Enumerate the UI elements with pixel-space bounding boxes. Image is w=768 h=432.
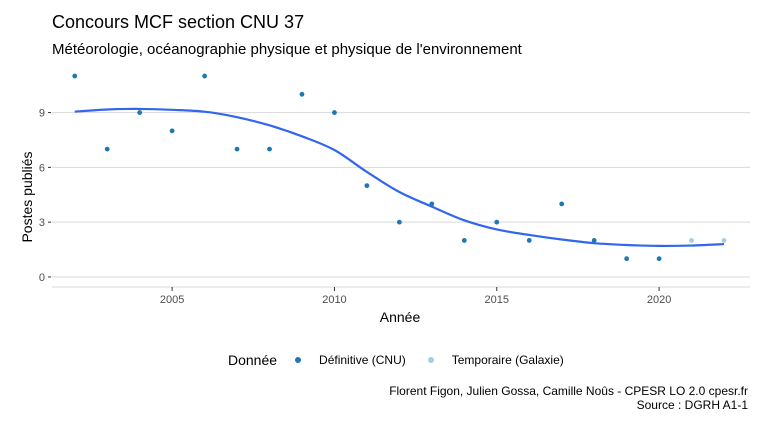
smooth-trend-line (74, 107, 725, 248)
point-definitive-2012 (396, 219, 402, 225)
point-definitive-2007 (234, 146, 240, 152)
caption: Florent Figon, Julien Gossa, Camille Noû… (389, 384, 748, 412)
legend-label-temporaire: Temporaire (Galaxie) (451, 353, 564, 367)
point-definitive-2008 (267, 146, 272, 152)
point-temporaire-2022 (721, 238, 727, 243)
chart-subtitle: Météorologie, océanographie physique et … (52, 41, 522, 58)
point-definitive-2013 (429, 201, 435, 207)
point-definitive-2010 (332, 110, 337, 115)
point-temporaire-2021 (689, 238, 694, 243)
legend-item-temporaire: Temporaire (Galaxie) (424, 353, 564, 367)
y-tick-label-0: 0 (39, 272, 45, 284)
x-tick-label-3: 2020 (647, 294, 671, 306)
caption-credits: Florent Figon, Julien Gossa, Camille Noû… (389, 384, 748, 398)
legend-key-temporaire (427, 357, 434, 363)
legend-label-definitive: Définitive (CNU) (319, 353, 406, 367)
point-definitive-2002 (72, 73, 78, 79)
legend-key-definitive (295, 357, 302, 363)
x-tick-label-0: 2005 (160, 294, 184, 306)
point-definitive-2015 (494, 219, 500, 225)
point-definitive-2011 (364, 183, 370, 189)
point-definitive-2019 (624, 256, 630, 262)
y-tick-label-1: 3 (39, 217, 45, 229)
point-definitive-2004 (137, 110, 143, 115)
legend-title: Donnée (228, 352, 278, 368)
point-definitive-2017 (559, 201, 565, 207)
point-definitive-2018 (591, 238, 597, 243)
legend-item-definitive: Définitive (CNU) (291, 353, 406, 367)
y-tick-label-2: 6 (39, 162, 45, 174)
point-definitive-2009 (299, 91, 305, 97)
point-definitive-2016 (526, 238, 532, 243)
point-definitive-2003 (104, 146, 110, 152)
chart-title: Concours MCF section CNU 37 (52, 12, 305, 32)
point-definitive-2006 (202, 73, 207, 79)
x-tick-label-1: 2010 (322, 294, 346, 306)
x-tick-label-2: 2015 (485, 294, 509, 306)
x-axis-label: Année (379, 309, 421, 325)
point-definitive-2014 (461, 238, 467, 243)
caption-source: Source : DGRH A1-1 (636, 398, 748, 412)
point-definitive-2005 (169, 128, 175, 134)
point-definitive-2020 (656, 256, 662, 262)
legend: Donnée Définitive (CNU) Temporaire (Gala… (228, 350, 582, 370)
y-tick-label-3: 9 (39, 108, 45, 120)
